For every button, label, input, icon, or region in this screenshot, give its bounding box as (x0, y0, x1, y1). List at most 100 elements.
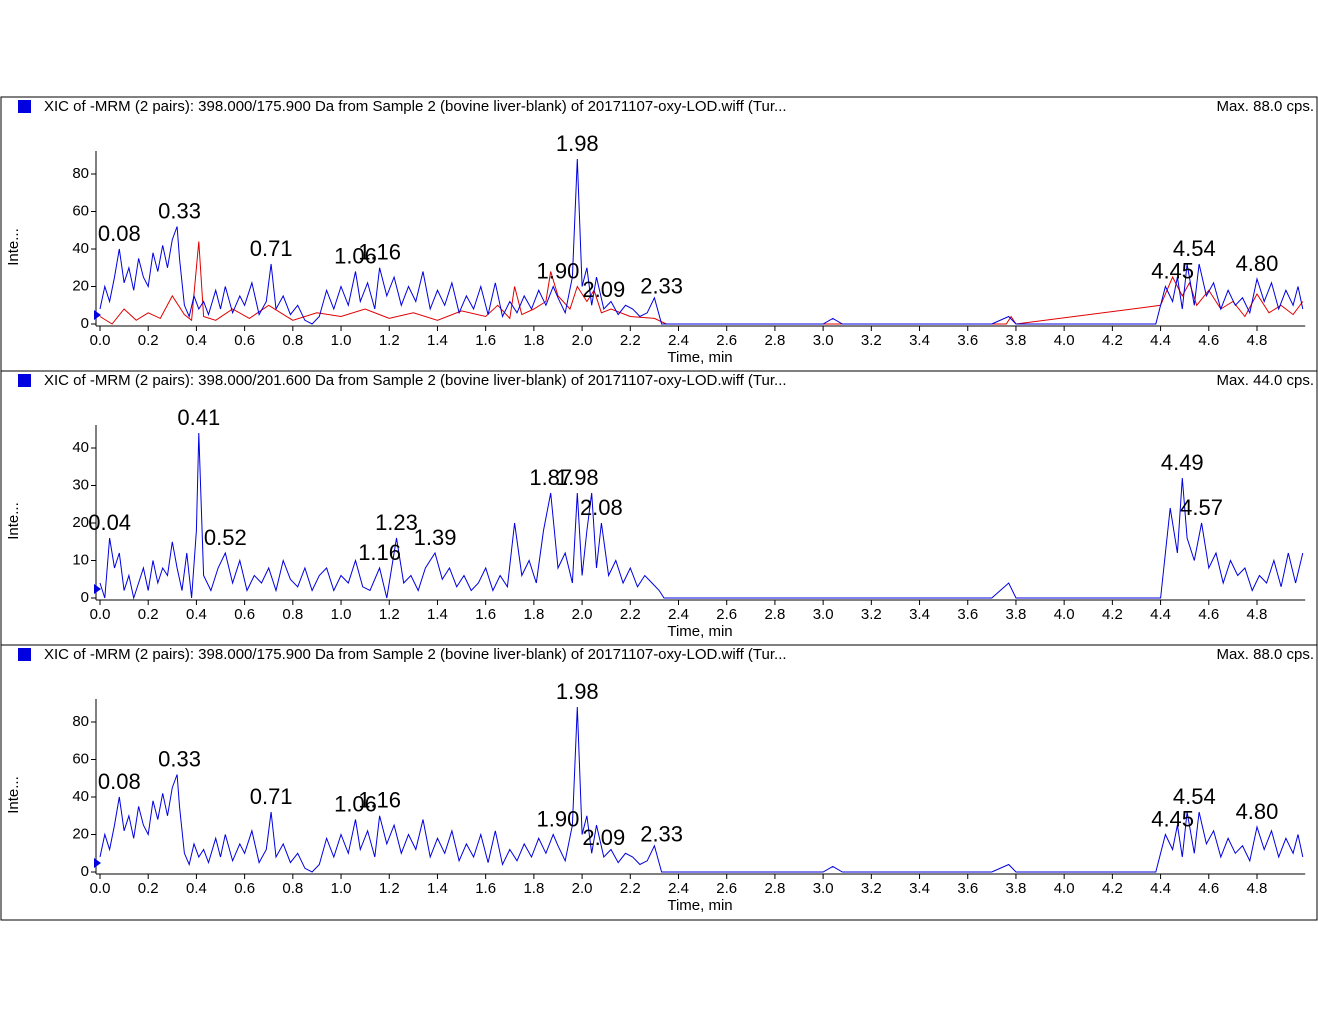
peak-label: 2.09 (582, 825, 625, 850)
x-tick-label: 2.4 (668, 606, 689, 623)
x-tick-label: 1.6 (475, 332, 496, 349)
x-tick-label: 2.8 (764, 332, 785, 349)
x-tick-label: 4.6 (1198, 606, 1219, 623)
peak-label: 2.33 (640, 273, 683, 298)
x-axis-label: Time, min (667, 349, 732, 366)
x-tick-label: 4.8 (1247, 606, 1268, 623)
frame (0, 96, 1318, 921)
peak-label: 1.39 (414, 525, 457, 550)
peak-label: 1.06 (334, 243, 377, 268)
x-tick-label: 4.8 (1247, 332, 1268, 349)
panel-max: Max. 88.0 cps. (1216, 98, 1314, 115)
x-tick-label: 2.8 (764, 880, 785, 897)
y-tick-label: 0 (81, 863, 89, 880)
peak-label: 1.90 (537, 806, 580, 831)
trace-line (99, 241, 1304, 325)
x-tick-label: 1.8 (523, 332, 544, 349)
x-tick-label: 4.4 (1150, 332, 1171, 349)
peak-label: 4.54 (1173, 236, 1216, 261)
x-tick-label: 0.6 (234, 606, 255, 623)
x-tick-label: 1.4 (427, 880, 448, 897)
peak-label: 4.54 (1173, 784, 1216, 809)
panel-title: XIC of -MRM (2 pairs): 398.000/201.600 D… (44, 372, 787, 389)
x-tick-label: 0.8 (282, 606, 303, 623)
x-tick-label: 4.0 (1054, 880, 1075, 897)
peak-label: 0.52 (204, 525, 247, 550)
peak-label: 1.98 (556, 679, 599, 704)
x-tick-label: 1.6 (475, 606, 496, 623)
x-tick-label: 3.0 (813, 332, 834, 349)
x-axis-label: Time, min (667, 897, 732, 914)
y-axis-label: Inte... (5, 776, 22, 814)
x-axis-label: Time, min (667, 623, 732, 640)
x-tick-label: 3.8 (1006, 606, 1027, 623)
x-tick-label: 1.8 (523, 880, 544, 897)
x-tick-label: 2.0 (572, 606, 593, 623)
x-tick-label: 4.4 (1150, 880, 1171, 897)
x-tick-label: 2.2 (620, 332, 641, 349)
x-tick-label: 3.0 (813, 606, 834, 623)
y-tick-label: 20 (72, 514, 89, 531)
x-tick-label: 3.4 (909, 606, 930, 623)
x-tick-label: 3.0 (813, 880, 834, 897)
legend-swatch (18, 100, 31, 113)
x-tick-label: 0.8 (282, 332, 303, 349)
trace-line (99, 432, 1304, 600)
peak-label: 4.45 (1151, 806, 1194, 831)
y-axis-label: Inte... (5, 228, 22, 266)
x-tick-label: 4.2 (1102, 332, 1123, 349)
peak-label: 1.16 (358, 240, 401, 265)
y-tick-label: 40 (72, 439, 89, 456)
x-tick-label: 2.6 (716, 606, 737, 623)
y-tick-label: 30 (72, 476, 89, 493)
x-tick-label: 1.4 (427, 332, 448, 349)
peak-label: 4.45 (1151, 258, 1194, 283)
x-tick-label: 0.6 (234, 332, 255, 349)
panel-max: Max. 44.0 cps. (1216, 372, 1314, 389)
y-tick-label: 80 (72, 713, 89, 730)
x-tick-label: 1.8 (523, 606, 544, 623)
x-tick-label: 1.0 (331, 332, 352, 349)
x-tick-label: 4.2 (1102, 880, 1123, 897)
x-tick-label: 4.2 (1102, 606, 1123, 623)
x-tick-label: 2.6 (716, 332, 737, 349)
x-tick-label: 3.4 (909, 880, 930, 897)
peak-label: 4.49 (1161, 450, 1204, 475)
peak-label: 0.33 (158, 198, 201, 223)
x-tick-label: 3.2 (861, 606, 882, 623)
x-tick-label: 3.6 (957, 880, 978, 897)
y-tick-label: 60 (72, 202, 89, 219)
x-tick-label: 0.4 (186, 880, 207, 897)
legend-swatch (18, 648, 31, 661)
peak-label: 0.33 (158, 746, 201, 771)
x-tick-label: 4.6 (1198, 880, 1219, 897)
x-tick-label: 3.4 (909, 332, 930, 349)
axis-marker (94, 858, 101, 868)
x-tick-label: 2.0 (572, 880, 593, 897)
peak-label: 0.04 (88, 510, 131, 535)
x-tick-label: 0.0 (90, 606, 111, 623)
trace-line (99, 706, 1304, 873)
x-tick-label: 1.2 (379, 880, 400, 897)
x-tick-label: 0.2 (138, 332, 159, 349)
x-tick-label: 4.6 (1198, 332, 1219, 349)
x-tick-label: 3.8 (1006, 880, 1027, 897)
x-tick-label: 0.0 (90, 332, 111, 349)
x-tick-label: 2.2 (620, 880, 641, 897)
x-tick-label: 1.2 (379, 606, 400, 623)
y-tick-label: 0 (81, 589, 89, 606)
trace-line (99, 158, 1304, 325)
x-tick-label: 1.0 (331, 606, 352, 623)
peak-label: 1.16 (358, 788, 401, 813)
x-tick-label: 2.4 (668, 332, 689, 349)
peak-label: 0.71 (250, 236, 293, 261)
peak-label: 2.33 (640, 821, 683, 846)
peak-label: 0.08 (98, 769, 141, 794)
x-tick-label: 2.6 (716, 880, 737, 897)
peak-label: 4.80 (1236, 799, 1279, 824)
peak-label: 2.09 (582, 277, 625, 302)
peak-label: 1.16 (358, 540, 401, 565)
peak-label: 0.41 (177, 405, 220, 430)
x-tick-label: 0.8 (282, 880, 303, 897)
